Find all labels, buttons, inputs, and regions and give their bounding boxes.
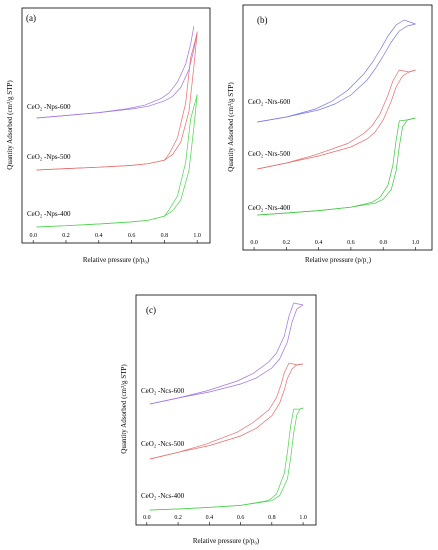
- adsorption-curve: [257, 23, 416, 123]
- x-tick-label: 0.2: [174, 515, 182, 521]
- series-label: CeO₂ -Ncs-600: [141, 387, 185, 395]
- desorption-curve: [36, 26, 195, 119]
- panel-label: (a): [26, 13, 36, 23]
- x-tick-label: 0.2: [283, 240, 291, 246]
- desorption-curve: [257, 69, 416, 170]
- x-tick-label: 0.8: [268, 515, 276, 521]
- x-tick-label: 1.0: [193, 233, 201, 239]
- x-axis-label: Relative pressure (p/p₀): [83, 256, 150, 264]
- desorption-curve: [149, 362, 304, 460]
- x-tick-label: 0.0: [250, 240, 258, 246]
- x-tick-label: 0.8: [161, 233, 169, 239]
- x-tick-label: 0.6: [128, 233, 136, 239]
- adsorption-curve: [257, 117, 416, 216]
- desorption-curve: [36, 94, 198, 228]
- x-tick-label: 0.8: [379, 240, 387, 246]
- desorption-curve: [257, 117, 416, 216]
- x-axis-label: Relative pressure (p/p˳): [305, 256, 372, 264]
- x-tick-label: 0.6: [237, 515, 245, 521]
- chart-panel-3: 0.0 0.2 0.4 0.6 0.8 1.0 (c) Relative pressure (…: [120, 294, 317, 545]
- panel-label: (b): [257, 15, 268, 25]
- plot-frame: [242, 4, 433, 251]
- x-tick-label: 0.4: [315, 240, 323, 246]
- x-tick-label: 1.0: [412, 240, 420, 246]
- x-tick-label: 0.4: [95, 233, 103, 239]
- y-axis-label: Quantity Adsorbed (cm³/g STP): [6, 80, 14, 170]
- series-label: CeO₂ -Ncs-500: [141, 440, 185, 448]
- chart-panel-2: 0.0 0.2 0.4 0.6 0.8 1.0 (b) Relative pressure (…: [227, 4, 433, 264]
- series-label: CeO₂ -Nps-500: [27, 153, 71, 161]
- desorption-curve: [257, 19, 416, 123]
- x-tick-label: 0.6: [347, 240, 355, 246]
- desorption-curve: [149, 302, 304, 405]
- x-tick-label: 0.2: [62, 233, 70, 239]
- x-tick-label: 1.0: [299, 515, 307, 521]
- series-label: CeO₂ -Ncs-400: [141, 492, 185, 500]
- x-tick-label: 0.4: [206, 515, 214, 521]
- adsorption-curve: [36, 32, 198, 171]
- y-axis-label: Quantity Adsorbed (cm³/g STP): [120, 364, 128, 454]
- series-label: CeO₂ -Nrs-600: [248, 98, 291, 106]
- series-label: CeO₂ -Nps-600: [27, 103, 71, 111]
- plot-frame: [21, 7, 211, 244]
- series-label: CeO₂ -Nrs-500: [248, 150, 291, 158]
- series-label: CeO₂ -Nps-400: [27, 210, 71, 218]
- adsorption-curve: [149, 363, 304, 460]
- adsorption-curve: [149, 304, 304, 405]
- x-axis-label: Relative pressure (p/p₀): [193, 537, 260, 545]
- x-tick-label: 0.0: [29, 233, 37, 239]
- adsorption-curve: [257, 69, 416, 170]
- series-label: CeO₂ -Nrs-400: [248, 204, 291, 212]
- x-tick-label: 0.0: [143, 515, 151, 521]
- y-axis-label: Quantity Adsorbed (cm³/g STP): [227, 82, 235, 172]
- desorption-curve: [36, 32, 198, 171]
- desorption-curve: [149, 407, 304, 511]
- plot-frame: [135, 294, 317, 526]
- panel-label: (c): [146, 305, 156, 315]
- chart-panel-1: 0.0 0.2 0.4 0.6 0.8 1.0 (a) Relative pressure (…: [6, 7, 211, 264]
